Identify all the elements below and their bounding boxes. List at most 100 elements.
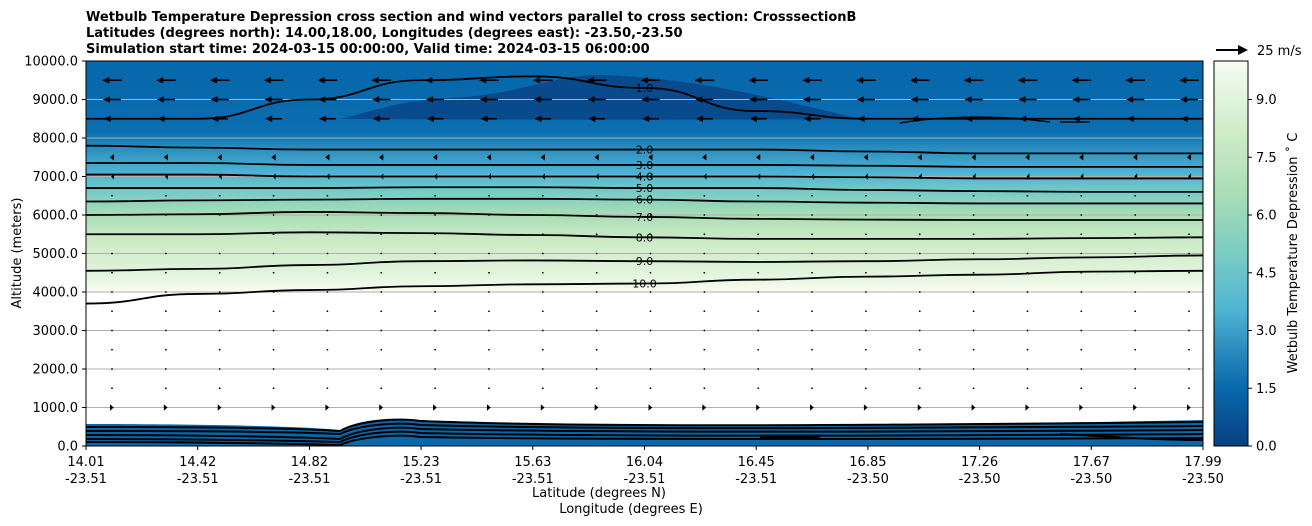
wind-vector: [757, 194, 760, 197]
wind-vector: [972, 310, 975, 313]
wind-vector-head: [1179, 77, 1187, 84]
wind-vector: [918, 368, 921, 370]
wind-vector: [218, 291, 221, 293]
wind-vector: [649, 368, 652, 370]
wind-vector: [272, 252, 275, 255]
wind-vector: [972, 194, 975, 197]
y-tick-label: 10000.0: [24, 55, 78, 70]
wind-vector-head: [972, 173, 976, 180]
title-line-2: Latitudes (degrees north): 14.00,18.00, …: [86, 26, 683, 41]
wind-vector: [649, 271, 652, 274]
wind-vector: [434, 310, 436, 313]
wind-vector: [434, 233, 436, 236]
wind-vector-head: [1188, 173, 1191, 180]
wind-vector: [218, 387, 221, 390]
wind-vector: [1026, 310, 1029, 313]
x-tick-lat: 16.04: [626, 455, 663, 470]
wind-vector: [326, 368, 329, 370]
wind-vector-head: [917, 154, 922, 161]
wind-vector-head: [803, 115, 811, 122]
wind-vector: [703, 291, 706, 293]
wind-vector: [811, 291, 813, 293]
x-tick-lon: -23.50: [959, 472, 1001, 487]
wind-vector-head: [210, 96, 218, 103]
wind-vector: [811, 329, 813, 332]
wind-vector-head: [1072, 115, 1080, 122]
wind-vector: [757, 252, 760, 255]
wind-vector: [703, 233, 706, 236]
wind-vector: [649, 252, 652, 255]
contour-line: [86, 197, 1203, 205]
wind-vector-head: [218, 173, 222, 180]
wind-vector: [972, 329, 975, 332]
wind-vector: [326, 214, 329, 216]
wind-vector: [380, 329, 383, 332]
wind-vector-head: [486, 154, 491, 161]
wind-vector: [1080, 310, 1083, 313]
wind-vector: [1188, 271, 1190, 274]
wind-vector-head: [802, 77, 810, 84]
y-tick-label: 5000.0: [33, 247, 79, 262]
wind-vector: [111, 387, 113, 390]
wind-vector: [918, 252, 921, 255]
wind-vector: [488, 368, 490, 370]
chart-title: Wetbulb Temperature Depression cross sec…: [86, 10, 856, 57]
wind-vector-head: [102, 96, 110, 103]
wind-vector-head: [757, 173, 761, 180]
x-tick-lon: -23.50: [1182, 472, 1224, 487]
wind-vector: [541, 368, 544, 370]
x-tick-lon: -23.50: [847, 472, 889, 487]
wind-vector-head: [425, 77, 433, 84]
wind-vector: [1026, 387, 1029, 390]
colorbar-label: Wetbulb Temperature Depression ˚ C: [1285, 133, 1301, 374]
contour-line: [86, 173, 1203, 180]
wind-vector: [811, 368, 813, 370]
wind-vector-head: [971, 404, 976, 411]
wind-vector: [757, 310, 760, 313]
wind-vector-head: [486, 404, 491, 411]
wind-vector-head: [756, 154, 761, 161]
wind-vector: [272, 233, 275, 236]
wind-vector-head: [649, 173, 653, 180]
x-axis-label-lat: Latitude (degrees N): [532, 486, 666, 501]
wind-vector: [1134, 387, 1137, 390]
wind-vector-head: [318, 96, 326, 103]
wind-vector: [488, 387, 490, 390]
colorbar-tick-label: 6.0: [1256, 209, 1277, 224]
wind-vector-head: [856, 96, 864, 103]
wind-vector: [488, 194, 490, 197]
x-tick-lat: 16.85: [849, 455, 886, 470]
contour-line: [86, 162, 1203, 168]
wind-vector-head: [379, 154, 384, 161]
x-tick-lat: 15.63: [514, 455, 551, 470]
wind-vector: [488, 233, 490, 236]
wind-vector: [272, 348, 275, 351]
x-tick-lon: -23.51: [65, 472, 107, 487]
y-tick-label: 0.0: [57, 440, 78, 455]
wind-vector: [703, 348, 706, 351]
wind-vector: [757, 348, 760, 351]
wind-vector-head: [910, 77, 918, 84]
wind-vector: [595, 291, 598, 293]
wind-vector: [380, 291, 383, 293]
wind-vector: [865, 233, 867, 236]
wind-vector-head: [533, 96, 541, 103]
wind-vector-head: [271, 404, 276, 411]
wind-vector-head: [380, 173, 384, 180]
title-line-1: Wetbulb Temperature Depression cross sec…: [86, 10, 856, 25]
wind-vector: [918, 387, 921, 390]
wind-vector: [164, 348, 167, 351]
wind-vector: [918, 329, 921, 332]
wind-vector: [972, 233, 975, 236]
wind-vector-head: [271, 154, 276, 161]
wind-vector: [434, 368, 436, 370]
wind-vector-head: [102, 77, 110, 84]
wind-vector: [541, 329, 544, 332]
wind-vector: [1026, 194, 1029, 197]
wind-vector: [811, 214, 813, 216]
bl-contour-5: [86, 434, 1203, 446]
wind-vector-head: [434, 173, 438, 180]
wind-vector: [326, 387, 329, 390]
wind-vector: [918, 271, 921, 274]
wind-vector: [972, 291, 975, 293]
